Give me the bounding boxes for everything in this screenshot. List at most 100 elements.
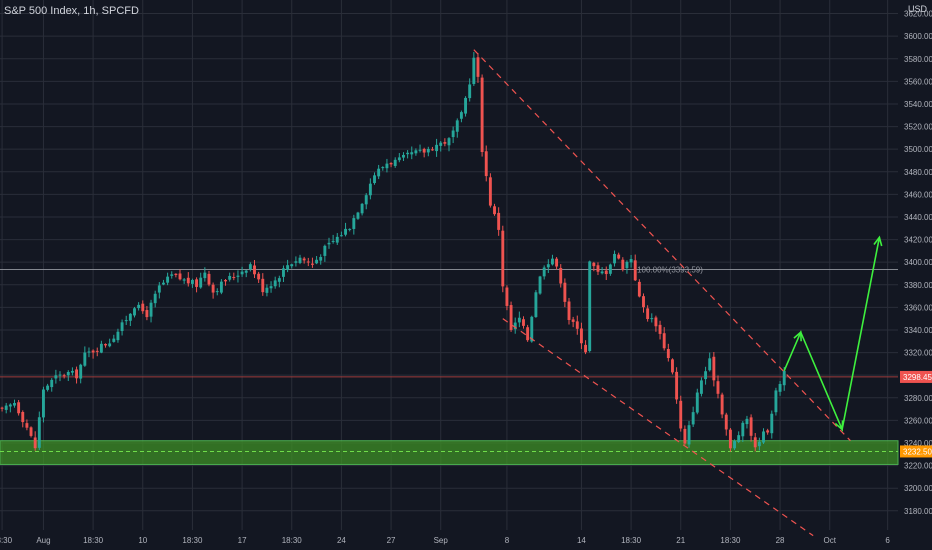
candle-body bbox=[62, 375, 66, 377]
candle-body bbox=[720, 394, 724, 415]
candle bbox=[447, 137, 451, 152]
candle-body bbox=[149, 302, 153, 317]
candle-body bbox=[50, 379, 54, 388]
candle-body bbox=[207, 273, 211, 285]
price-axis-label: 3580.00 bbox=[904, 55, 932, 64]
price-axis-label: 3320.00 bbox=[904, 349, 932, 358]
candle-body bbox=[42, 389, 45, 418]
candle-body bbox=[302, 258, 306, 261]
candle-body bbox=[410, 152, 414, 155]
candle bbox=[596, 262, 600, 276]
candle-body bbox=[699, 380, 703, 394]
candle bbox=[430, 146, 434, 151]
candles bbox=[0, 52, 786, 452]
candle bbox=[58, 371, 62, 382]
candle bbox=[323, 244, 327, 262]
candle-body bbox=[447, 138, 451, 146]
candle-body bbox=[642, 296, 645, 308]
candle bbox=[232, 272, 236, 281]
candle-body bbox=[629, 258, 633, 263]
candle-body bbox=[675, 371, 679, 400]
candle-body bbox=[377, 168, 381, 177]
candle-body bbox=[141, 303, 145, 312]
candle bbox=[675, 367, 679, 404]
candle-body bbox=[393, 159, 397, 166]
candle bbox=[42, 386, 45, 423]
candle-body bbox=[513, 322, 517, 330]
candle-body bbox=[546, 264, 550, 268]
candle bbox=[224, 279, 227, 286]
price-axis-label: 3520.00 bbox=[904, 123, 932, 132]
candle-body bbox=[265, 287, 269, 293]
candle bbox=[335, 233, 339, 245]
candle-body bbox=[240, 271, 244, 275]
price-axis-label: 3260.00 bbox=[904, 416, 932, 425]
candle-body bbox=[253, 265, 256, 275]
candle-body bbox=[683, 428, 687, 444]
candle bbox=[145, 306, 149, 321]
candle-body bbox=[4, 405, 8, 410]
candle bbox=[712, 352, 716, 387]
candle-body bbox=[75, 369, 79, 379]
time-axis-label: 8 bbox=[505, 536, 510, 545]
candle bbox=[563, 278, 567, 308]
candle bbox=[182, 277, 186, 284]
candle-body bbox=[224, 280, 227, 282]
candle bbox=[633, 254, 637, 282]
price-axis: 3180.00 3200.00 3220.00 3240.00 3260.00 3280.… bbox=[904, 10, 932, 516]
candle bbox=[344, 222, 347, 237]
candle-body bbox=[464, 97, 468, 114]
candle bbox=[315, 255, 319, 265]
candle-body bbox=[579, 328, 583, 344]
candle-body bbox=[530, 316, 534, 342]
candle bbox=[393, 157, 397, 168]
candle bbox=[257, 271, 261, 283]
candle bbox=[348, 228, 352, 232]
candle bbox=[716, 375, 720, 399]
time-axis-label: 18:30 bbox=[182, 536, 203, 545]
candle-body bbox=[563, 282, 567, 302]
candle-body bbox=[294, 261, 298, 263]
candle bbox=[526, 324, 530, 342]
candle bbox=[724, 412, 728, 436]
fib-level-label: 100.00%(3393.59) bbox=[637, 265, 703, 274]
candle-body bbox=[426, 149, 430, 153]
candle-body bbox=[368, 183, 372, 196]
candle bbox=[356, 211, 360, 220]
candle bbox=[472, 52, 476, 86]
candle-body bbox=[261, 278, 265, 293]
candle bbox=[70, 367, 74, 376]
candle bbox=[195, 277, 199, 293]
time-axis-label: 18:30 bbox=[720, 536, 741, 545]
price-tag-label: 3298.45 bbox=[903, 373, 932, 382]
candle-body bbox=[695, 392, 699, 413]
projection-arrowhead bbox=[873, 235, 883, 247]
candle-body bbox=[559, 267, 563, 284]
candle bbox=[575, 315, 579, 335]
time-axis-label: Aug bbox=[36, 536, 50, 545]
candle-body bbox=[145, 310, 149, 318]
candle-body bbox=[298, 257, 302, 263]
support-zone bbox=[0, 440, 899, 465]
candle bbox=[642, 293, 645, 313]
candle-body bbox=[13, 403, 16, 406]
candle bbox=[174, 273, 178, 278]
candle bbox=[733, 439, 736, 450]
candle-body bbox=[488, 177, 492, 206]
candle-body bbox=[753, 437, 757, 448]
candle bbox=[555, 257, 559, 270]
candle-body bbox=[430, 149, 434, 151]
candle bbox=[186, 272, 190, 287]
candle bbox=[505, 285, 509, 311]
candle bbox=[418, 144, 422, 153]
candle-body bbox=[182, 279, 186, 281]
candle-body bbox=[286, 265, 290, 270]
candle bbox=[604, 266, 608, 280]
candle-body bbox=[219, 281, 223, 293]
candle-body bbox=[600, 271, 604, 274]
candle-body bbox=[782, 370, 786, 386]
candle-body bbox=[46, 385, 50, 390]
candle-body bbox=[356, 212, 360, 219]
candle bbox=[112, 334, 116, 343]
